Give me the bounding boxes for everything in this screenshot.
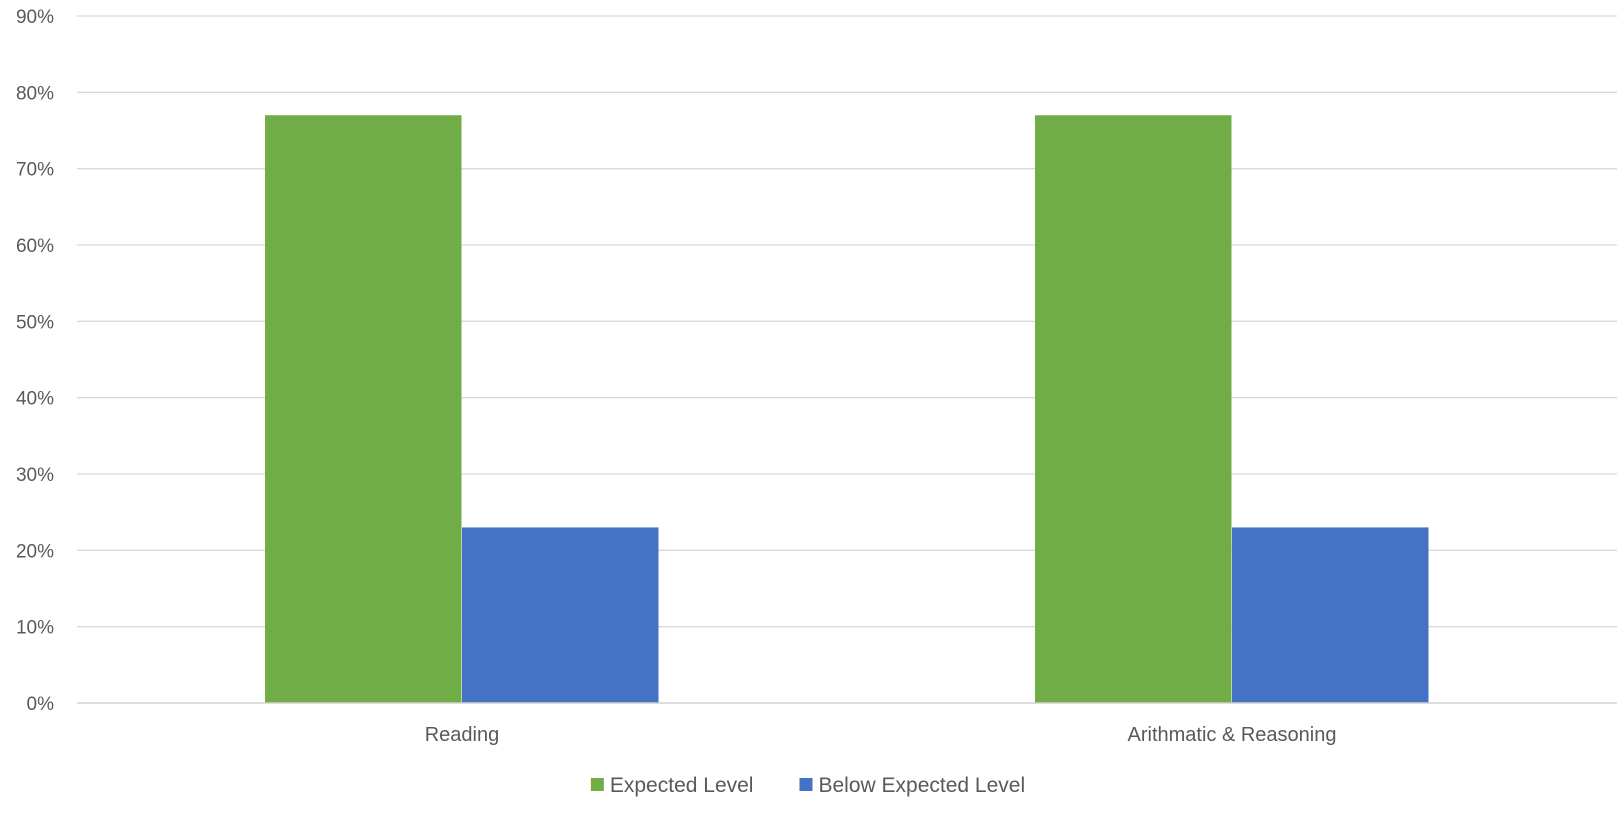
y-tick-label: 90% <box>16 7 54 28</box>
legend-item: Below Expected Level <box>799 774 1025 797</box>
y-tick-label: 0% <box>27 694 55 715</box>
bars <box>265 115 1429 703</box>
legend-item: Expected Level <box>590 774 754 797</box>
y-tick-label: 20% <box>16 541 54 562</box>
legend-swatch <box>799 778 813 791</box>
y-tick-label: 50% <box>16 312 54 333</box>
y-tick-label: 30% <box>16 465 54 486</box>
legend: Expected Level Below Expected Level <box>590 774 1025 797</box>
legend-label: Below Expected Level <box>818 774 1025 797</box>
x-axis-category-labels: Reading Arithmatic & Reasoning <box>425 724 1337 746</box>
y-tick-label: 60% <box>16 236 54 257</box>
y-axis-tick-labels: 0% 10% 20% 30% 40% 50% 60% 70% 80% 90% <box>16 7 54 715</box>
legend-swatch <box>590 778 604 791</box>
bar-expected <box>265 115 462 703</box>
bar-expected <box>1035 115 1232 703</box>
y-tick-label: 10% <box>16 618 54 639</box>
y-tick-label: 80% <box>16 83 54 104</box>
legend-label: Expected Level <box>610 774 754 797</box>
y-tick-label: 70% <box>16 160 54 181</box>
x-category-label: Reading <box>425 724 500 746</box>
bar-below-expected <box>1232 527 1429 703</box>
y-tick-label: 40% <box>16 389 54 410</box>
x-category-label: Arithmatic & Reasoning <box>1128 724 1337 746</box>
bar-below-expected <box>462 527 659 703</box>
